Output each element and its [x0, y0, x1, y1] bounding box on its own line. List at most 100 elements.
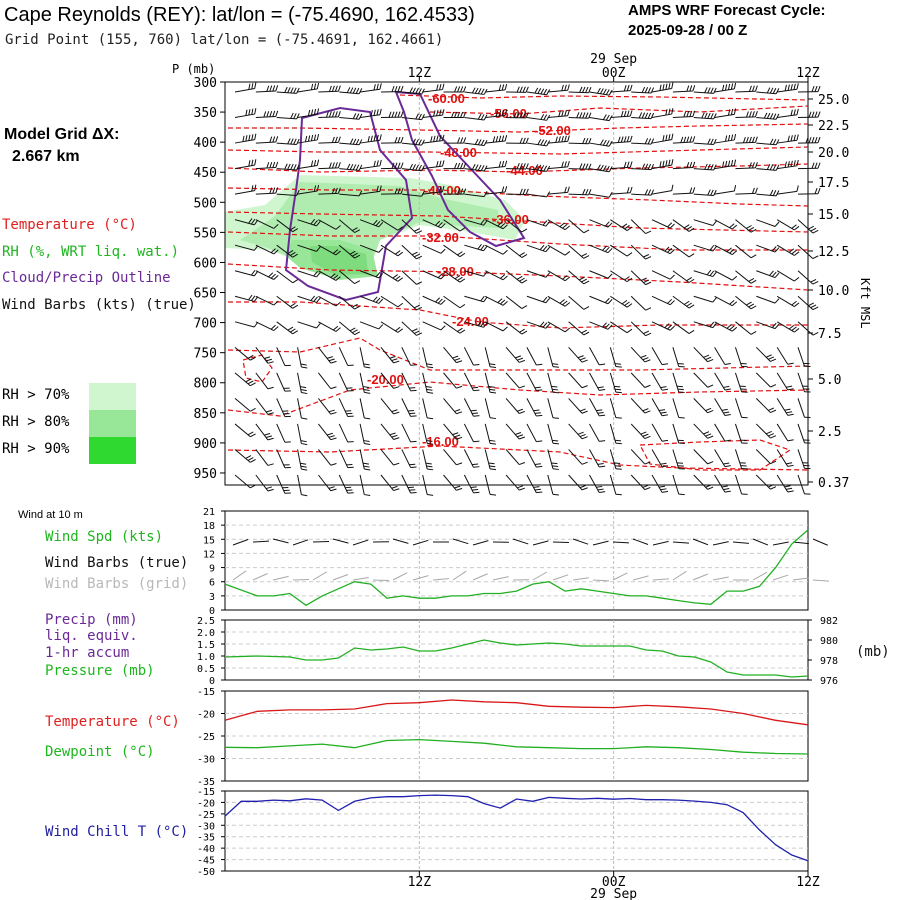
wind-barb: [422, 347, 434, 369]
wind-barb-flag: [440, 325, 446, 331]
wind-barb-staff: [422, 474, 428, 495]
wind-barb-flag: [537, 164, 542, 171]
wind-barb-flag: [290, 138, 294, 145]
wind-barb-flag: [266, 111, 270, 118]
wind-barb-staff: [422, 244, 442, 254]
wind-barb: [484, 474, 497, 496]
wind-barb-flag: [709, 245, 715, 251]
wind-barb-flag: [713, 138, 717, 145]
windchill-tick-label: -40: [197, 844, 215, 855]
wind-barb-flag: [567, 160, 570, 167]
wind-barb-staff: [756, 168, 777, 171]
wind-barb-flag: [771, 271, 777, 277]
wind-barb-flag: [643, 330, 650, 335]
wind-barb: [568, 449, 588, 465]
wind-barb-flag: [540, 139, 545, 146]
wind-barb-flag: [375, 220, 381, 227]
wind-barb-flag: [474, 164, 479, 171]
wind-barb: [693, 112, 717, 120]
wind-barb-flag: [363, 389, 370, 391]
wind-barb-flag: [644, 189, 649, 196]
wind-barb-staff: [714, 449, 726, 467]
wind-barb-staff: [610, 141, 631, 144]
wind-barb-staff: [547, 166, 568, 170]
wind-barb-flag: [473, 491, 480, 494]
kft-tick-label: 22.5: [818, 119, 849, 134]
temperature-contour: [227, 381, 809, 417]
wind-barb-flag: [287, 326, 294, 331]
wind-barb-flag: [733, 185, 737, 192]
wind-barb-staff: [463, 449, 474, 468]
wind-barb-flag: [668, 134, 671, 141]
wind-barb-flag: [707, 163, 711, 170]
wind-barb-staff: [568, 295, 585, 310]
wind-barb: [797, 321, 819, 336]
wind-barb-flag: [784, 161, 787, 168]
wind-barb-flag: [296, 138, 300, 145]
wind-barb: [338, 244, 361, 259]
wind-barb-flag: [502, 326, 508, 332]
wind-barb-flag: [729, 325, 735, 331]
wind-barb-staff: [630, 270, 646, 285]
wind-barb-staff: [297, 270, 317, 278]
wind-barb-flag: [456, 462, 463, 466]
wind-barb-flag: [415, 138, 419, 145]
wind-barb-flag: [748, 85, 752, 92]
wind-barb: [318, 398, 337, 415]
pressure-tick-label: 800: [194, 377, 217, 392]
wind-barb-flag: [275, 110, 279, 117]
wind-barb-staff: [443, 347, 457, 363]
wind-barb: [547, 244, 571, 256]
wind-barb-staff: [318, 219, 337, 230]
wind-barb-flag: [388, 111, 392, 118]
wind-barb-flag: [793, 276, 800, 282]
wind-barb-flag: [567, 135, 570, 142]
wind-barb-flag: [460, 111, 464, 118]
wind-barb-flag: [604, 323, 610, 329]
wind-barb-flag: [515, 432, 522, 435]
wind-barb: [297, 295, 321, 303]
wind-barb-flag: [724, 160, 728, 167]
wind-barb-flag: [791, 326, 797, 331]
wind-barb: [422, 219, 446, 229]
wind-barb-flag: [436, 84, 439, 91]
wind10-barb-true: [672, 541, 689, 544]
wind-barb-flag: [355, 87, 360, 94]
wind-barb-flag: [254, 159, 257, 166]
wind-barb-flag: [393, 360, 400, 364]
wind-barb-flag: [533, 486, 540, 488]
wind-barb-staff: [797, 219, 814, 234]
wind-barb-staff: [547, 219, 566, 231]
wind-barb-staff: [776, 321, 795, 333]
wind-barb-flag: [709, 321, 715, 328]
wind-barb-flag: [373, 135, 376, 142]
bottom-date-label: 29 Sep: [590, 887, 637, 900]
wind-barb: [693, 87, 717, 94]
wind-barb-staff: [734, 474, 743, 495]
wind-barb-flag: [268, 272, 274, 278]
wind-barb-flag: [358, 113, 363, 120]
wind-barb-flag: [540, 88, 545, 95]
wind-barb-flag: [411, 328, 418, 332]
wind-barb-flag: [472, 463, 479, 466]
wind-barb: [714, 108, 737, 119]
wind-barb-staff: [734, 423, 743, 444]
wind-barb: [464, 243, 488, 252]
temperature-contour-label: -24.00: [452, 314, 489, 329]
wind-barb-flag: [784, 408, 791, 411]
wind-barb: [484, 219, 508, 230]
wind-barb-flag: [765, 354, 772, 358]
wind-barb: [234, 321, 259, 328]
wind-barb-staff: [672, 270, 690, 283]
wind-barb-flag: [748, 136, 752, 143]
wind-barb: [234, 184, 257, 195]
wind-barb-flag: [671, 159, 674, 166]
wind-barb-staff: [630, 474, 646, 490]
wind-barb-flag: [379, 134, 382, 141]
wind-barb-flag: [614, 388, 622, 391]
wind-barb-staff: [735, 244, 752, 259]
wind-barb-staff: [443, 372, 457, 389]
wind-barb-flag: [354, 331, 361, 336]
bottom-time-label: 00Z: [602, 875, 626, 890]
wind-barb: [735, 244, 757, 259]
